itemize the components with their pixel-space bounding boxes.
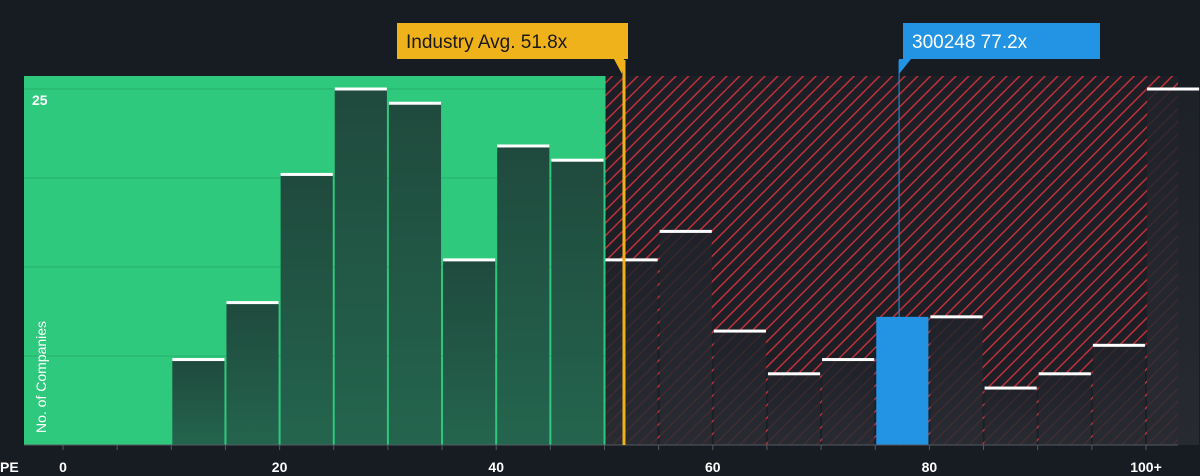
histogram-bar (172, 359, 225, 445)
company-pe-callout (899, 23, 1100, 74)
histogram-bars (172, 87, 1200, 446)
histogram-bar (1038, 373, 1091, 445)
histogram-bar-cap (822, 358, 875, 362)
histogram-bar-cap (984, 386, 1037, 390)
histogram-bar (822, 359, 875, 445)
histogram-bar (388, 103, 442, 446)
histogram-bar-cap (659, 229, 712, 233)
histogram-bar (605, 259, 658, 445)
histogram-bar-cap (226, 301, 279, 305)
x-tick-label: 80 (922, 459, 938, 475)
x-tick-label: 100+ (1130, 459, 1162, 475)
x-tick-label: 60 (705, 459, 721, 475)
histogram-bar (713, 331, 766, 445)
y-axis-label: No. of Companies (33, 321, 49, 433)
histogram-bar-cap (388, 101, 442, 105)
histogram-bar-cap (930, 315, 983, 319)
histogram-bar (551, 160, 604, 445)
histogram-bar-cap (334, 87, 387, 91)
histogram-bar (334, 89, 387, 445)
histogram-bar-cap (172, 358, 225, 362)
company-pe-label: 300248 77.2x (912, 32, 1028, 53)
histogram-bar (226, 302, 279, 445)
y-tick-label: 25 (32, 92, 48, 108)
x-tick-label: 0 (59, 459, 67, 475)
industry-avg-callout (397, 23, 628, 74)
histogram-bar-cap (1092, 343, 1145, 347)
histogram-bar-cap (280, 172, 333, 176)
histogram-bar (984, 388, 1037, 445)
x-tick-label: 20 (272, 459, 288, 475)
x-axis: PE 0 20 40 60 80 100+ (0, 444, 1178, 475)
x-axis-label: PE (0, 459, 19, 475)
histogram-bar-cap (443, 258, 496, 262)
histogram-bar (1147, 89, 1200, 445)
histogram-bar-cap (1147, 87, 1200, 91)
histogram-bar (767, 373, 821, 445)
histogram-bar (1092, 345, 1145, 445)
industry-avg-label: Industry Avg. 51.8x (406, 32, 568, 53)
histogram-bar-cap (551, 158, 604, 162)
x-tick-label: 40 (488, 459, 504, 475)
histogram-bar (280, 174, 333, 445)
histogram-bar-cap (713, 329, 766, 333)
histogram-bar (876, 316, 929, 445)
histogram-bar-cap (1038, 372, 1091, 376)
histogram-bar (497, 145, 550, 445)
histogram-bar-cap (497, 144, 550, 148)
histogram-bar (659, 231, 712, 445)
annotation-layer: Industry Avg. 51.8x 300248 77.2x (397, 23, 1100, 445)
histogram-bar (443, 259, 496, 445)
y-axis: 25 No. of Companies (32, 92, 49, 433)
histogram-bar-cap (767, 372, 821, 376)
histogram-bar (930, 316, 983, 445)
histogram-bar-cap (605, 258, 658, 262)
